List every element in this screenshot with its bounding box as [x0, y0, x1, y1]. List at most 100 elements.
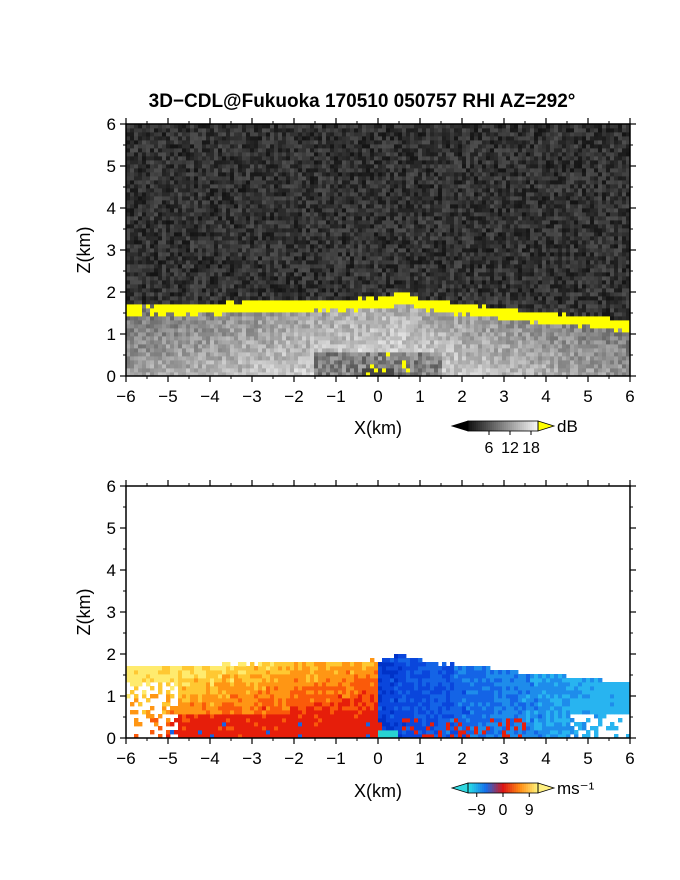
- backscatter-cell: [250, 312, 255, 317]
- backscatter-cell: [354, 148, 359, 153]
- backscatter-cell: [410, 144, 415, 149]
- backscatter-cell: [234, 132, 239, 137]
- backscatter-cell: [158, 336, 163, 341]
- backscatter-cell: [262, 176, 267, 181]
- backscatter-cell: [310, 132, 315, 137]
- backscatter-cell: [230, 196, 235, 201]
- backscatter-cell: [362, 340, 367, 345]
- backscatter-cell: [250, 316, 255, 321]
- backscatter-cell: [134, 188, 139, 193]
- backscatter-cell: [238, 160, 243, 165]
- backscatter-cell: [234, 204, 239, 209]
- backscatter-cell: [146, 212, 151, 217]
- backscatter-cell: [246, 336, 251, 341]
- backscatter-cell: [414, 336, 419, 341]
- backscatter-cell: [338, 184, 343, 189]
- backscatter-cell: [414, 184, 419, 189]
- backscatter-cell: [234, 244, 239, 249]
- backscatter-cell: [394, 184, 399, 189]
- backscatter-cell: [210, 332, 215, 337]
- backscatter-cell: [214, 328, 219, 333]
- backscatter-cell: [138, 256, 143, 261]
- backscatter-cell: [262, 344, 267, 349]
- backscatter-cell: [418, 340, 423, 345]
- backscatter-cell: [194, 204, 199, 209]
- backscatter-cell: [354, 248, 359, 253]
- backscatter-cell: [294, 264, 299, 269]
- backscatter-cell: [134, 240, 139, 245]
- backscatter-cell: [366, 276, 371, 281]
- backscatter-cell: [366, 296, 371, 301]
- backscatter-cell: [326, 204, 331, 209]
- backscatter-cell: [338, 276, 343, 281]
- backscatter-cell: [426, 140, 431, 145]
- backscatter-cell: [174, 292, 179, 297]
- backscatter-cell: [386, 324, 391, 329]
- backscatter-cell: [210, 352, 215, 357]
- backscatter-cell: [234, 140, 239, 145]
- backscatter-cell: [422, 372, 427, 377]
- backscatter-cell: [350, 300, 355, 305]
- backscatter-cell: [410, 168, 415, 173]
- backscatter-cell: [154, 196, 159, 201]
- backscatter-cell: [322, 220, 327, 225]
- backscatter-cell: [166, 284, 171, 289]
- backscatter-cell: [382, 136, 387, 141]
- backscatter-cell: [226, 248, 231, 253]
- backscatter-cell: [322, 224, 327, 229]
- backscatter-cell: [170, 180, 175, 185]
- backscatter-cell: [302, 260, 307, 265]
- backscatter-cell: [266, 240, 271, 245]
- backscatter-cell: [394, 180, 399, 185]
- backscatter-cell: [138, 204, 143, 209]
- backscatter-cell: [422, 236, 427, 241]
- backscatter-cell: [218, 308, 223, 313]
- backscatter-cell: [250, 176, 255, 181]
- backscatter-cell: [334, 296, 339, 301]
- backscatter-cell: [302, 172, 307, 177]
- backscatter-cell: [194, 312, 199, 317]
- backscatter-cell: [214, 312, 219, 317]
- backscatter-cell: [198, 280, 203, 285]
- backscatter-cell: [418, 216, 423, 221]
- backscatter-cell: [254, 336, 259, 341]
- backscatter-cell: [394, 368, 399, 373]
- backscatter-cell: [206, 172, 211, 177]
- backscatter-cell: [150, 280, 155, 285]
- backscatter-cell: [354, 276, 359, 281]
- backscatter-cell: [294, 212, 299, 217]
- backscatter-cell: [306, 196, 311, 201]
- backscatter-cell: [366, 336, 371, 341]
- backscatter-cell: [154, 176, 159, 181]
- backscatter-cell: [330, 132, 335, 137]
- backscatter-cell: [162, 320, 167, 325]
- backscatter-cell: [130, 124, 135, 129]
- backscatter-cell: [278, 268, 283, 273]
- backscatter-cell: [138, 220, 143, 225]
- backscatter-cell: [238, 260, 243, 265]
- backscatter-cell: [194, 316, 199, 321]
- backscatter-cell: [330, 360, 335, 365]
- backscatter-cell: [410, 240, 415, 245]
- backscatter-cell: [186, 288, 191, 293]
- backscatter-cell: [154, 164, 159, 169]
- backscatter-cell: [290, 304, 295, 309]
- backscatter-cell: [130, 352, 135, 357]
- backscatter-cell: [250, 236, 255, 241]
- backscatter-cell: [182, 248, 187, 253]
- backscatter-cell: [350, 256, 355, 261]
- backscatter-cell: [406, 248, 411, 253]
- backscatter-cell: [314, 192, 319, 197]
- backscatter-cell: [294, 208, 299, 213]
- backscatter-cell: [362, 160, 367, 165]
- backscatter-cell: [398, 240, 403, 245]
- backscatter-cell: [218, 372, 223, 377]
- backscatter-cell: [278, 328, 283, 333]
- backscatter-cell: [422, 164, 427, 169]
- backscatter-cell: [174, 368, 179, 373]
- backscatter-cell: [434, 284, 439, 289]
- backscatter-cell: [146, 192, 151, 197]
- backscatter-cell: [258, 200, 263, 205]
- backscatter-cell: [330, 244, 335, 249]
- backscatter-cell: [378, 240, 383, 245]
